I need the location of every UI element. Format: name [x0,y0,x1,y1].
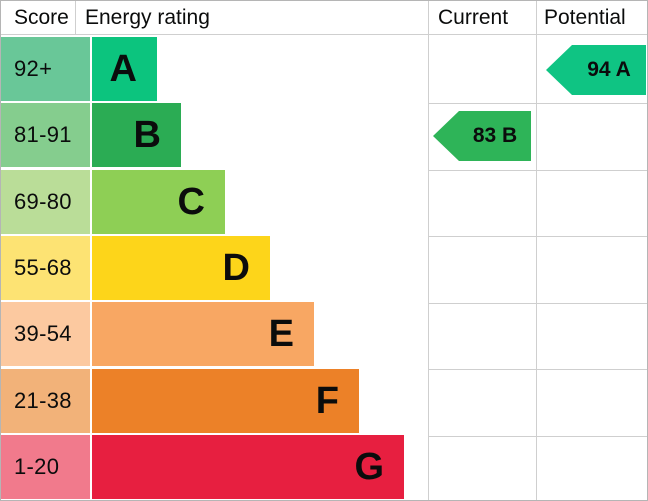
rating-bar-f: F [92,368,359,433]
score-range-label: 69-80 [1,169,90,234]
band-row-e: 39-54 E [1,302,428,367]
score-range-label: 92+ [1,37,90,101]
current-rating-arrow: 83 B [433,111,531,161]
band-row-d: 55-68 D [1,236,428,300]
score-column-divider [75,1,76,34]
rating-bar-d: D [92,236,270,300]
rating-bar-a: A [92,37,157,101]
row-gridline [428,236,647,237]
header-score-label: Score [14,6,69,29]
header-divider [1,34,647,35]
row-gridline [428,170,647,171]
band-row-b: 81-91 B [1,103,428,168]
score-range-label: 39-54 [1,302,90,367]
header-potential-label: Potential [544,6,626,29]
score-range-label: 21-38 [1,368,90,433]
row-gridline [428,303,647,304]
potential-rating-arrow: 94 A [546,45,646,95]
rating-bands: 92+ A 81-91 B 69-80 C 55-68 D 39-54 E 21… [1,37,428,500]
band-row-f: 21-38 F [1,368,428,433]
header-current-label: Current [438,6,509,29]
rating-bar-b: B [92,103,181,168]
row-gridline [428,369,647,370]
row-gridline [428,103,647,104]
band-row-a: 92+ A [1,37,428,101]
rating-bar-g: G [92,435,404,500]
current-column-divider [428,1,429,500]
header-energy-rating-label: Energy rating [85,6,210,29]
rating-bar-e: E [92,302,314,367]
score-range-label: 1-20 [1,435,90,500]
rating-bar-c: C [92,169,225,234]
band-row-g: 1-20 G [1,435,428,500]
band-row-c: 69-80 C [1,169,428,234]
score-range-label: 81-91 [1,103,90,168]
potential-column-divider [536,1,537,500]
row-gridline [428,436,647,437]
score-range-label: 55-68 [1,236,90,300]
